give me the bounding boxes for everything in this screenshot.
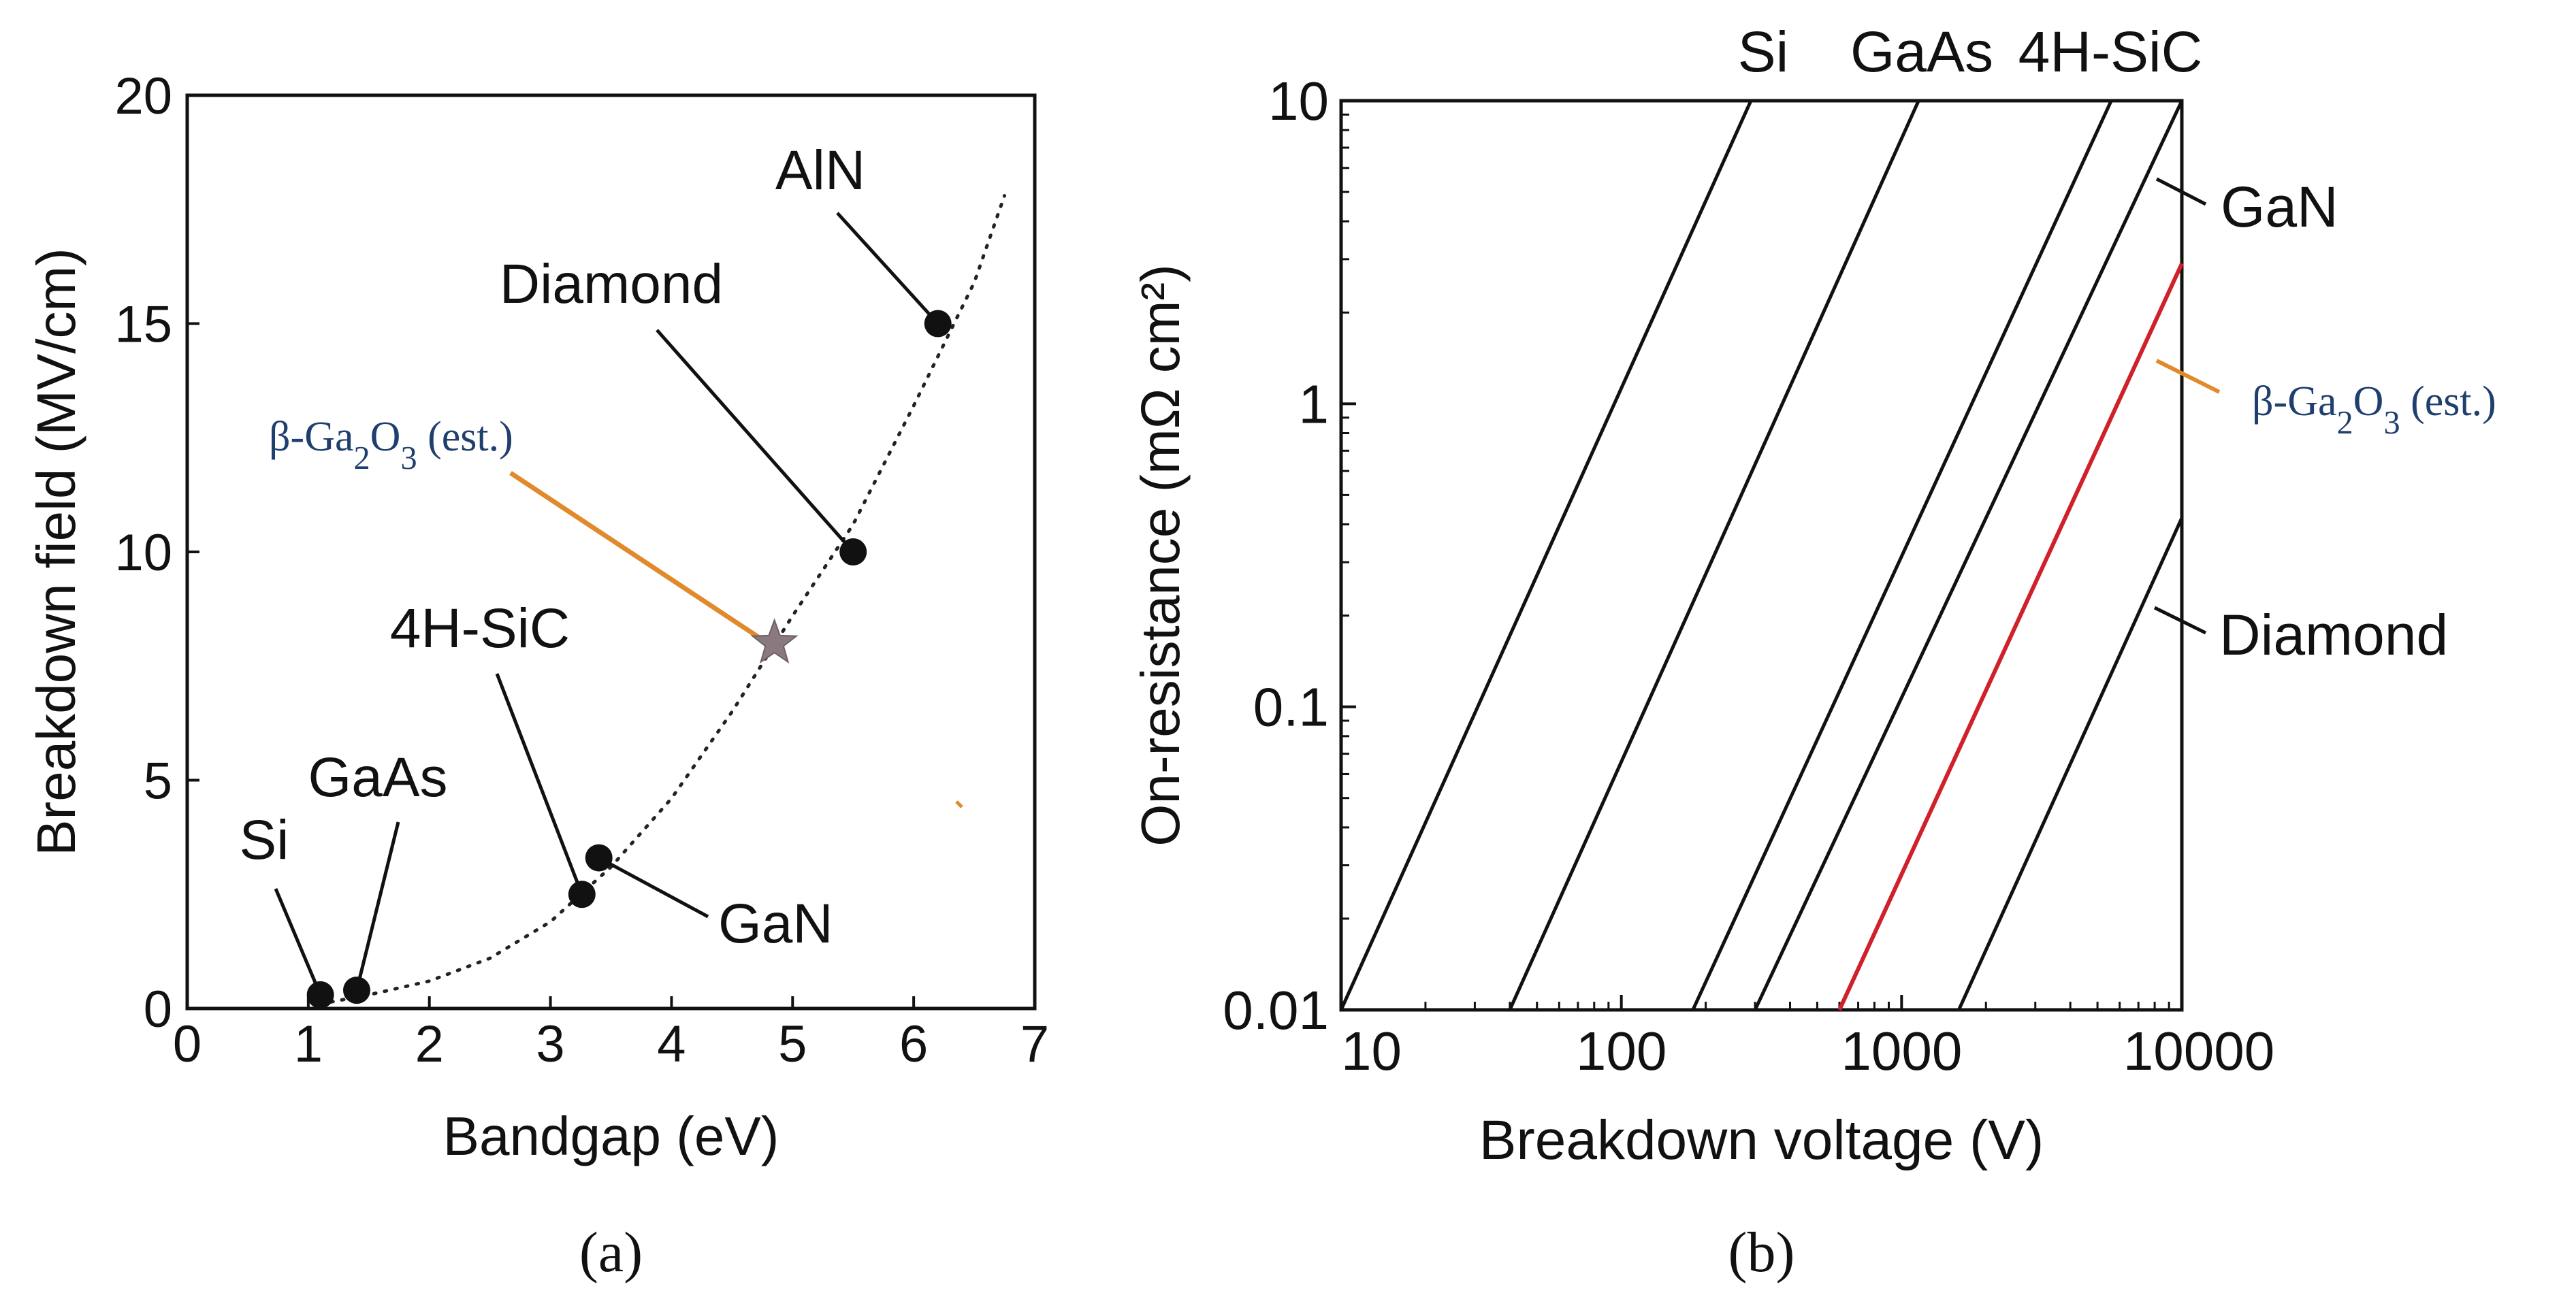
panel-b-label-gaas: GaAs [1850,20,1993,84]
panel-a-point-aln [924,310,952,338]
panel-a-leader-si [274,888,322,996]
panel-a-y-tick-label: 20 [114,67,172,125]
panel-b-x-tick-label: 10000 [2123,1021,2274,1081]
panel-a-frame [185,93,1037,1011]
panel-b-frame [1339,99,2184,1012]
panel-a: 0 1 2 3 4 5 6 7 0 5 10 15 20 Bandgap (eV) Breakdown fi… [26,67,1049,1284]
panel-b-leader-diamond [2153,606,2207,635]
panel-b-label-ga2o3: β-Ga2O3 (est.) [2252,378,2496,441]
panel-b-y-axis-label: On-resistance (mΩ cm²) [1130,264,1191,846]
panel-a-x-tick-label: 4 [657,1015,686,1073]
panel-a-label-diamond: Diamond [500,253,723,315]
panel-b-label-si: Si [1738,20,1789,84]
panel-a-leader-aln [836,212,939,325]
panel-a-x-tick-label: 2 [415,1015,444,1073]
panel-a-leader-diamond [656,329,855,553]
panel-a-x-tick-label: 5 [778,1015,807,1073]
panel-b-y-tick-label: 10 [1268,71,1329,131]
panel-a-leader-gaas [355,821,400,991]
panel-b-line-4h-sic [1691,99,2113,1011]
panel-a-trend-curve [319,194,1006,1006]
panel-b: 10 100 1000 10000 0.01 0.1 1 10 Breakdown voltag… [1130,20,2448,1284]
panel-a-leader-ga2o3 [509,471,761,640]
panel-a-label-gan: GaN [718,893,833,955]
panel-a-point-gaas [343,977,370,1004]
panel-a-y-tick-label: 5 [144,753,172,810]
panel-a-x-tick-label: 1 [294,1015,323,1073]
panel-a-x-tick-label: 3 [536,1015,564,1073]
panel-b-x-axis-label: Breakdown voltage (V) [1479,1109,2044,1171]
panel-a-y-tick-label: 15 [114,296,172,354]
panel-b-x-tick-label: 1000 [1841,1021,1962,1081]
panel-b-label: (b) [1728,1221,1795,1284]
panel-b-x-tick-label: 10 [1341,1021,1402,1081]
panel-b-label-4h-sic: 4H-SiC [2018,20,2203,84]
panel-b-y-tick-label: 1 [1299,374,1330,434]
panel-a-leader-4h-sic [495,673,584,896]
panel-a-x-axis-label: Bandgap (eV) [443,1106,779,1166]
panel-b-line-diamond [1957,517,2184,1011]
panel-b-line-gaas [1508,99,1920,1011]
panel-b-y-tick-label: 0.01 [1223,980,1329,1040]
panel-a-y-axis-label: Breakdown field (MV/cm) [26,248,86,856]
panel-a-label-si: Si [240,809,289,871]
panel-a-label-aln: AlN [775,140,865,201]
panel-a-point-si [306,981,334,1009]
panel-b-y-tick-label: 0.1 [1253,677,1329,738]
panel-a-point-ga2o3-star [750,618,799,664]
panel-a-y-tick-label: 0 [144,981,172,1038]
panel-b-x-tick-label: 100 [1576,1021,1667,1081]
stray-orange-mark [955,800,963,808]
panel-a-label-gaas: GaAs [308,747,447,808]
panel-b-leader-gan [2155,177,2207,206]
panel-a-point-diamond [839,538,867,565]
panel-a-label: (a) [579,1221,643,1284]
panel-a-x-tick-label: 6 [899,1015,928,1073]
panel-a-label-ga2o3: β-Ga2O3 (est.) [269,414,513,476]
panel-a-point-4h-sic [568,881,596,908]
panel-a-label-4h-sic: 4H-SiC [390,597,570,659]
panel-b-line-si [1339,99,1753,1011]
panel-a-point-gan [585,844,613,872]
panel-b-label-gan: GaN [2221,175,2338,239]
panel-b-leader-ga2o3 [2155,359,2221,394]
panel-a-x-tick-label: 7 [1020,1015,1049,1073]
panel-a-leader-gan [598,856,709,919]
panel-a-y-tick-label: 10 [114,524,172,582]
panel-b-line-gan [1753,99,2184,1011]
panel-a-x-tick-label: 0 [173,1015,202,1073]
panel-b-label-diamond: Diamond [2219,603,2448,667]
panel-b-line-ga2o3-est [1837,263,2184,1011]
